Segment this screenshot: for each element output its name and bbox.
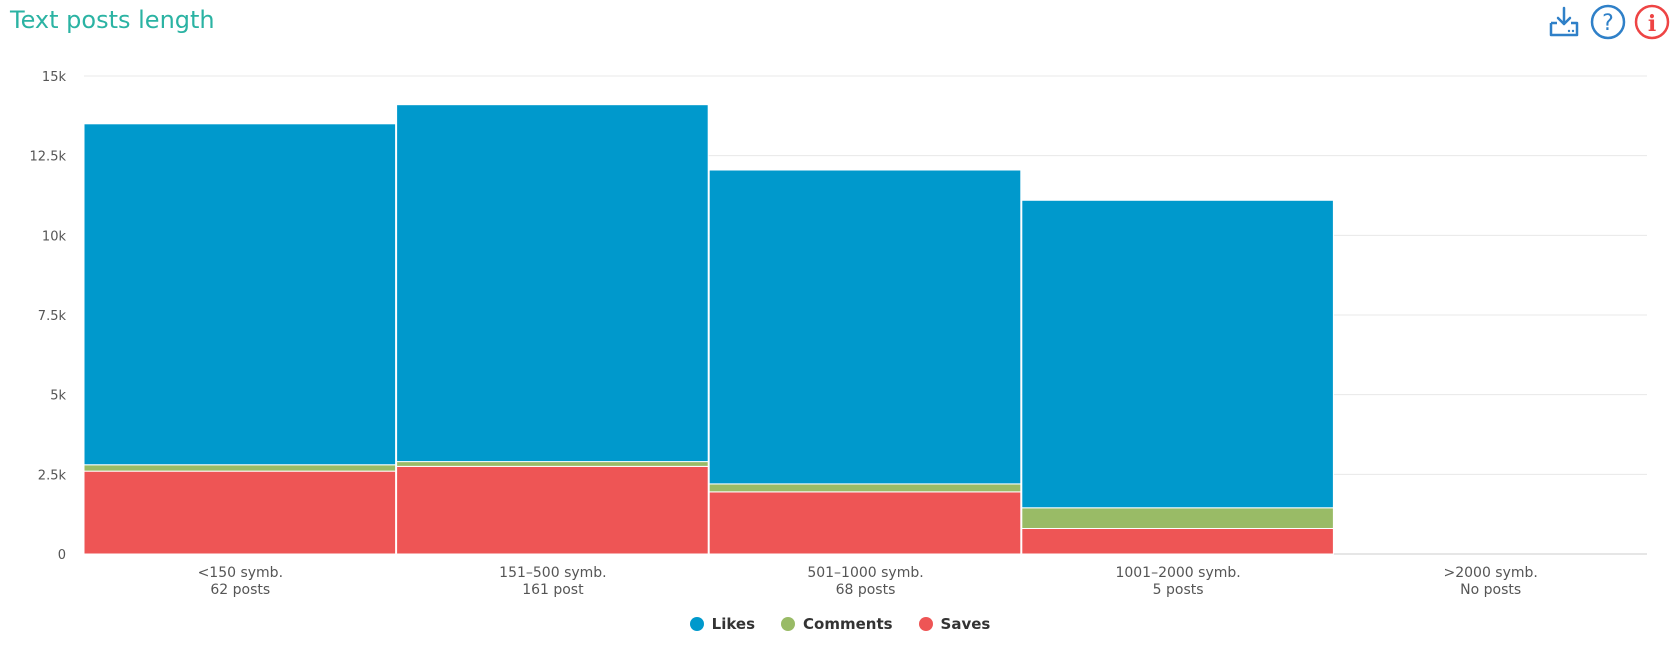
bar-likes-2	[708, 169, 1022, 485]
bar-likes-1	[396, 104, 709, 463]
y-tick-label: 12.5k	[30, 150, 67, 165]
bar-likes-3	[1021, 199, 1334, 509]
bar-comments-3	[1021, 507, 1334, 530]
x-category-count: 161 post	[522, 582, 584, 598]
legend-label: Saves	[940, 615, 991, 633]
bar-comments-2	[708, 483, 1022, 493]
x-category-count: 5 posts	[1153, 582, 1204, 598]
info-icon[interactable]: i	[1634, 4, 1670, 40]
svg-text:i: i	[1648, 11, 1656, 37]
legend-item-comments[interactable]: Comments	[781, 615, 893, 633]
bar-comments-0	[83, 464, 397, 472]
legend-marker	[781, 617, 796, 631]
download-icon[interactable]	[1546, 4, 1582, 40]
bar-saves-1	[396, 465, 709, 555]
x-category-label: 151–500 symb.	[499, 565, 606, 581]
x-category-label: 1001–2000 symb.	[1115, 565, 1240, 581]
x-category-label: <150 symb.	[198, 565, 283, 581]
bar-chart: 0 2.5k 5k 7.5k 10k 12.5k 15k <150 symb.62 posts…	[30, 70, 1647, 598]
y-tick-label: 15k	[42, 70, 67, 85]
bar-saves-2	[708, 491, 1022, 555]
legend-label: Comments	[803, 615, 893, 633]
legend-marker	[918, 617, 933, 631]
x-category-label: >2000 symb.	[1444, 565, 1538, 581]
svg-text:?: ?	[1602, 11, 1614, 36]
y-tick-label: 7.5k	[38, 309, 67, 324]
help-icon[interactable]: ?	[1590, 4, 1626, 40]
y-tick-label: 10k	[42, 229, 67, 244]
legend-label: Likes	[711, 615, 756, 633]
x-category-count: No posts	[1460, 582, 1521, 598]
x-category-count: 68 posts	[836, 582, 896, 598]
legend-item-likes[interactable]: Likes	[689, 615, 756, 633]
x-category-label: 501–1000 symb.	[807, 565, 923, 581]
x-category-count: 62 posts	[210, 582, 270, 598]
chart-legend: Likes Comments Saves	[0, 615, 1680, 633]
bar-saves-0	[83, 470, 397, 555]
y-tick-label: 2.5k	[38, 468, 67, 483]
chart-title: Text posts length	[10, 6, 215, 34]
y-tick-label: 5k	[50, 389, 66, 404]
bar-comments-1	[396, 461, 709, 467]
bar-saves-3	[1021, 528, 1334, 555]
y-tick-label: 0	[58, 548, 66, 563]
toolbar-icons: ? i	[1546, 4, 1670, 40]
legend-marker	[689, 617, 704, 631]
legend-item-saves[interactable]: Saves	[918, 615, 991, 633]
bar-likes-0	[83, 123, 397, 466]
